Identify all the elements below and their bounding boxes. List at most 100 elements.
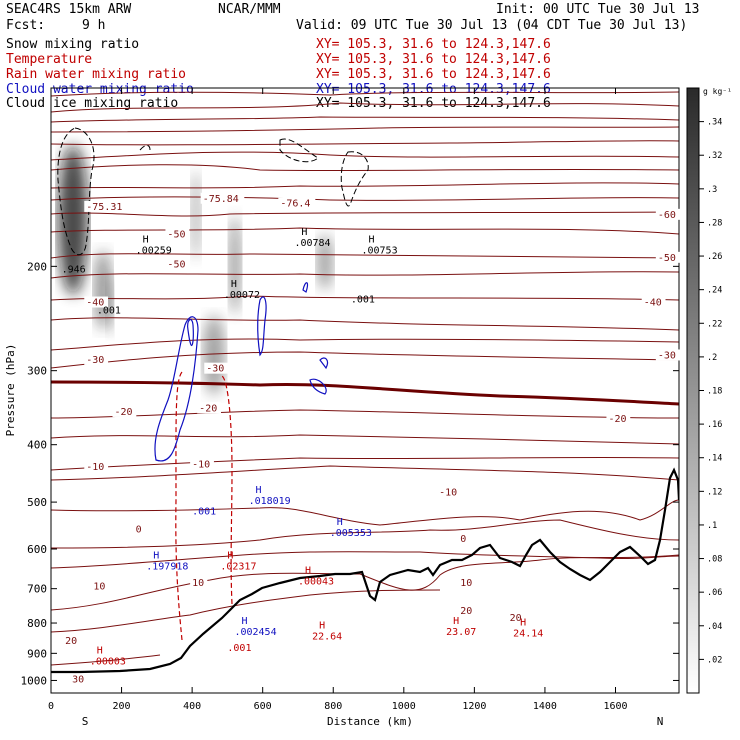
temperature-label: -60 [658, 210, 676, 221]
temperature-contour [51, 434, 679, 445]
colorbar-tick-label: .26 [707, 252, 722, 262]
extremum-value: .00003 [90, 657, 126, 668]
cloud-water-contour [187, 318, 194, 346]
x-tick-label: 200 [113, 701, 131, 712]
extremum-marker: H [231, 279, 237, 290]
field-name-rain: Rain water mixing ratio [6, 67, 187, 82]
temperature-contour [51, 253, 679, 259]
extremum-marker: H [319, 621, 325, 632]
temperature-label-bg [458, 533, 469, 545]
extremum-value: .00043 [298, 576, 334, 587]
extremum-value: .00753 [361, 245, 397, 256]
cloud-water-contour [319, 357, 329, 370]
contour-value-label: .001 [192, 507, 216, 518]
temperature-contour [51, 140, 679, 146]
temperature-label: -40 [86, 298, 104, 309]
extremum-marker: H [453, 616, 459, 627]
center-label: NCAR/MMM [218, 2, 281, 17]
temperature-label-bg [197, 402, 221, 414]
colorbar-unit: g kg⁻¹ [703, 87, 732, 96]
temperature-contour [51, 102, 679, 113]
colorbar-tick-label: .16 [707, 420, 722, 430]
temperature-contour [51, 116, 679, 123]
y-tick-label: 500 [27, 496, 47, 509]
extremum-marker: H [337, 517, 343, 528]
extremum-value: .002454 [234, 627, 276, 638]
temperature-label: -50 [167, 259, 185, 270]
temperature-contour [51, 164, 679, 172]
temperature-label-bg [84, 296, 109, 308]
snow-contour [57, 127, 95, 256]
ice-shade-lower [203, 315, 225, 395]
y-tick-label: 1000 [21, 674, 48, 687]
x-tick-label: 600 [254, 701, 272, 712]
extremum-marker: H [143, 234, 149, 245]
temperature-label-bg [655, 251, 680, 263]
temperature-label-bg [204, 362, 229, 374]
temperature-label: -50 [658, 253, 676, 264]
field-name-cloud-ice: Cloud ice mixing ratio [6, 96, 179, 111]
temperature-label-bg [133, 523, 145, 535]
temperature-contour [51, 465, 679, 481]
contour-value-label: .001 [227, 643, 251, 654]
snow-contour [340, 151, 369, 207]
temperature-contour [51, 409, 679, 419]
extremum-marker: H [520, 617, 526, 628]
temperature-label-bg [84, 200, 128, 212]
temperature-contour [51, 271, 679, 279]
temperature-contour [51, 351, 679, 369]
extremum-value: 22.64 [312, 632, 342, 643]
ice-mixing-shading [58, 145, 333, 395]
colorbar-tick-label: .04 [707, 622, 722, 632]
temperature-label: 0 [460, 534, 466, 545]
x-axis-label: Distance (km) [327, 715, 413, 728]
y-axis-label: Pressure (hPa) [4, 344, 17, 437]
temperature-label: 0 [136, 524, 142, 535]
temperature-label: -10 [439, 487, 457, 498]
extremum-value: .005353 [330, 528, 372, 539]
colorbar-tick-label: .18 [707, 387, 722, 397]
temperature-label-bg [190, 458, 214, 470]
valid-time: Valid: 09 UTC Tue 30 Jul 13 (04 CDT Tue … [296, 18, 688, 33]
temperature-label-bg [655, 208, 680, 220]
x-tick-label: 1200 [462, 701, 486, 712]
colorbar-tick-label: .3 [707, 185, 717, 195]
temperature-label: -30 [86, 355, 104, 366]
temperature-contour [51, 211, 679, 217]
x-tick-label: 1000 [392, 701, 416, 712]
y-tick-label: 300 [27, 365, 47, 378]
north-label: N [657, 715, 664, 728]
temperature-contour [51, 91, 679, 97]
contour-value-label: .001 [97, 305, 121, 316]
extremum-marker: H [97, 646, 103, 657]
ice-shade-streak [106, 275, 114, 335]
colorbar-tick-label: .28 [707, 218, 722, 228]
temperature-contour [51, 126, 679, 133]
temperature-label-bg [165, 258, 190, 270]
x-tick-label: 1600 [603, 701, 627, 712]
temperature-label: -20 [199, 403, 217, 414]
temperature-label-bg [165, 228, 190, 240]
model-title: SEAC4RS 15km ARW [6, 2, 132, 17]
temperature-label: -75.31 [86, 202, 122, 213]
temperature-label: 10 [192, 578, 204, 589]
temperature-label: -76.4 [280, 199, 310, 210]
temperature-label: 20 [460, 606, 472, 617]
ice-shade-streak [317, 234, 333, 290]
temperature-label-bg [507, 611, 525, 623]
colorbar-tick-label: .22 [707, 319, 722, 329]
temperature-contour [51, 551, 679, 569]
extremum-value: .00259 [136, 245, 172, 256]
rain-water-contours [175, 371, 233, 641]
cloud-water-contour [257, 296, 267, 357]
colorbar-tick-label: .02 [707, 655, 722, 665]
extremum-marker: H [241, 616, 247, 627]
extremum-marker: H [256, 485, 262, 496]
temperature-label-bg [84, 353, 109, 365]
temperature-label: 10 [460, 578, 472, 589]
temperature-label: -30 [206, 364, 224, 375]
colorbar-tick-label: .08 [707, 555, 722, 565]
colorbar-tick-label: .32 [707, 151, 722, 161]
